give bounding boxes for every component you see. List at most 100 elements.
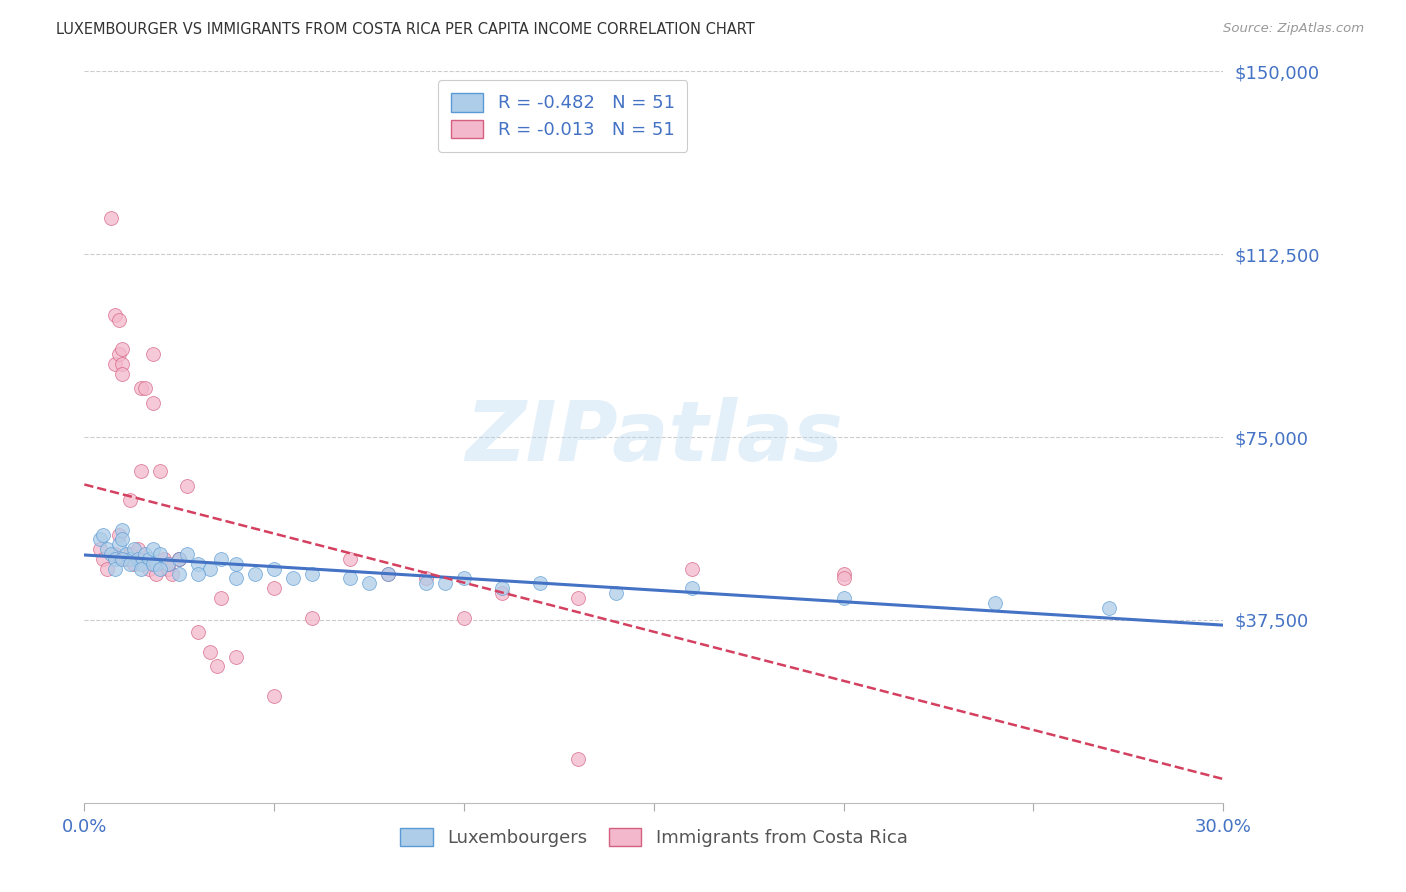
Point bbox=[156, 562, 179, 576]
Point bbox=[377, 566, 399, 581]
Point bbox=[359, 576, 381, 591]
Point bbox=[225, 572, 247, 586]
Legend: Luxembourgers, Immigrants from Costa Rica: Luxembourgers, Immigrants from Costa Ric… bbox=[388, 815, 920, 860]
Point bbox=[107, 313, 129, 327]
Point bbox=[263, 689, 285, 703]
Point bbox=[118, 547, 141, 561]
Point bbox=[263, 562, 285, 576]
Point bbox=[339, 572, 361, 586]
Point bbox=[122, 542, 145, 557]
Point bbox=[107, 537, 129, 551]
Point bbox=[111, 357, 134, 371]
Point bbox=[138, 562, 160, 576]
Point bbox=[207, 659, 229, 673]
Text: Source: ZipAtlas.com: Source: ZipAtlas.com bbox=[1223, 22, 1364, 36]
Point bbox=[93, 527, 115, 541]
Point bbox=[118, 493, 141, 508]
Point bbox=[156, 557, 179, 571]
Point bbox=[131, 464, 153, 478]
Point bbox=[153, 552, 176, 566]
Point bbox=[118, 552, 141, 566]
Point bbox=[131, 562, 153, 576]
Point bbox=[149, 562, 172, 576]
Point bbox=[415, 576, 437, 591]
Point bbox=[142, 557, 165, 571]
Point bbox=[111, 367, 134, 381]
Point bbox=[142, 396, 165, 410]
Point bbox=[111, 533, 134, 547]
Point bbox=[131, 381, 153, 395]
Point bbox=[131, 557, 153, 571]
Point bbox=[1098, 600, 1121, 615]
Point bbox=[225, 557, 247, 571]
Point bbox=[134, 547, 156, 561]
Point bbox=[832, 572, 855, 586]
Point bbox=[176, 479, 198, 493]
Point bbox=[209, 552, 232, 566]
Point bbox=[681, 562, 703, 576]
Point bbox=[209, 591, 232, 605]
Point bbox=[96, 542, 118, 557]
Point bbox=[104, 562, 127, 576]
Point bbox=[142, 347, 165, 361]
Point bbox=[122, 557, 145, 571]
Point bbox=[198, 562, 221, 576]
Point bbox=[107, 347, 129, 361]
Point bbox=[301, 610, 323, 624]
Point bbox=[104, 547, 127, 561]
Point bbox=[89, 542, 111, 557]
Point bbox=[187, 625, 209, 640]
Point bbox=[529, 576, 551, 591]
Point bbox=[107, 527, 129, 541]
Point bbox=[169, 566, 191, 581]
Point bbox=[283, 572, 305, 586]
Point bbox=[491, 586, 513, 600]
Point bbox=[118, 557, 141, 571]
Point bbox=[301, 566, 323, 581]
Point bbox=[169, 552, 191, 566]
Point bbox=[111, 343, 134, 357]
Point bbox=[434, 576, 457, 591]
Point bbox=[145, 566, 167, 581]
Point bbox=[187, 566, 209, 581]
Point bbox=[111, 523, 134, 537]
Point bbox=[104, 552, 127, 566]
Point bbox=[104, 357, 127, 371]
Point bbox=[491, 581, 513, 595]
Point bbox=[453, 572, 475, 586]
Point bbox=[111, 552, 134, 566]
Point bbox=[198, 645, 221, 659]
Point bbox=[160, 566, 183, 581]
Point bbox=[134, 381, 156, 395]
Point bbox=[115, 552, 138, 566]
Point bbox=[176, 547, 198, 561]
Point bbox=[453, 610, 475, 624]
Point bbox=[415, 572, 437, 586]
Point bbox=[145, 557, 167, 571]
Point bbox=[142, 542, 165, 557]
Point bbox=[93, 552, 115, 566]
Point bbox=[104, 308, 127, 322]
Point bbox=[832, 566, 855, 581]
Point bbox=[149, 547, 172, 561]
Point bbox=[169, 552, 191, 566]
Text: ZIPatlas: ZIPatlas bbox=[465, 397, 842, 477]
Point bbox=[89, 533, 111, 547]
Point bbox=[567, 591, 589, 605]
Point bbox=[156, 557, 179, 571]
Point bbox=[377, 566, 399, 581]
Point bbox=[115, 547, 138, 561]
Point bbox=[832, 591, 855, 605]
Point bbox=[681, 581, 703, 595]
Text: LUXEMBOURGER VS IMMIGRANTS FROM COSTA RICA PER CAPITA INCOME CORRELATION CHART: LUXEMBOURGER VS IMMIGRANTS FROM COSTA RI… bbox=[56, 22, 755, 37]
Point bbox=[169, 552, 191, 566]
Point bbox=[339, 552, 361, 566]
Point bbox=[138, 552, 160, 566]
Point bbox=[149, 464, 172, 478]
Point bbox=[605, 586, 627, 600]
Point bbox=[225, 649, 247, 664]
Point bbox=[245, 566, 267, 581]
Point bbox=[100, 211, 122, 225]
Point bbox=[984, 596, 1007, 610]
Point bbox=[100, 547, 122, 561]
